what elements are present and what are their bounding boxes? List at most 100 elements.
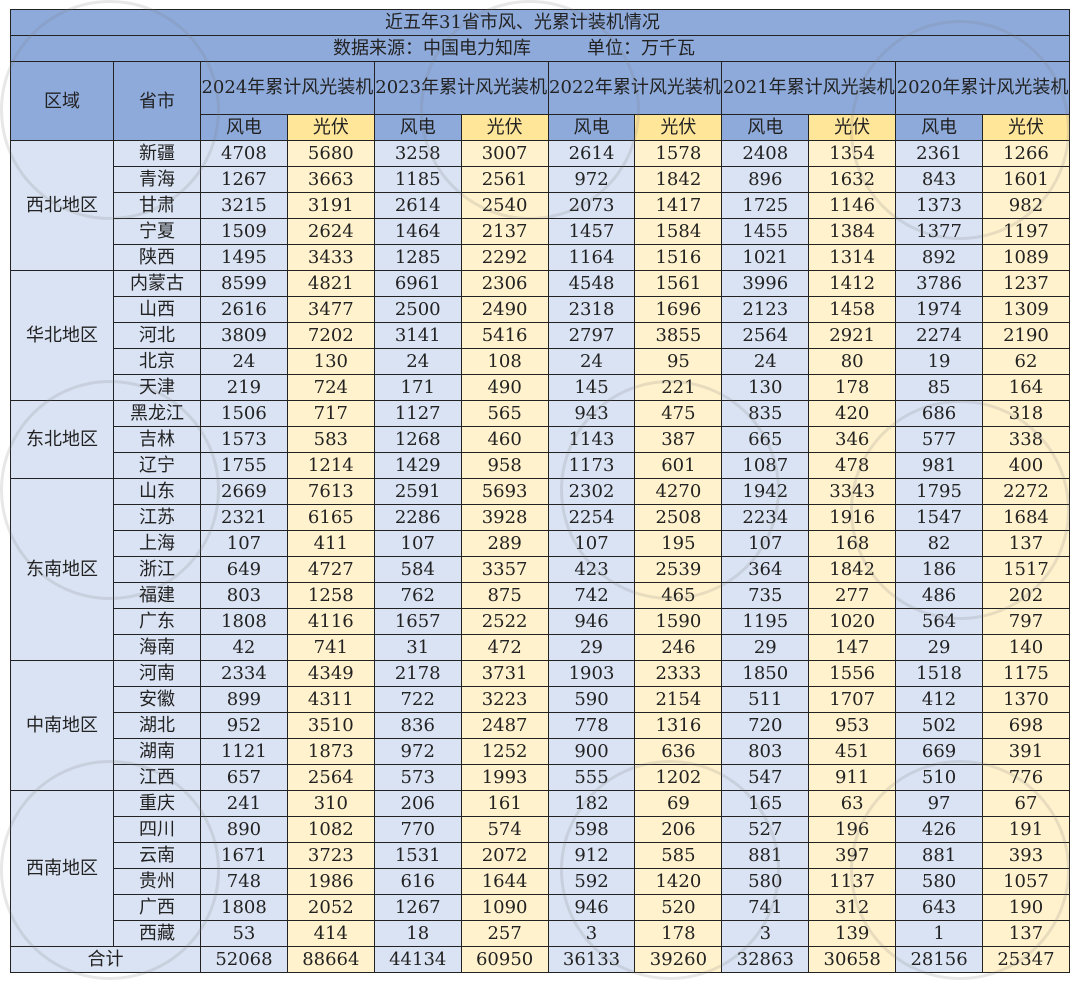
wind-value: 1373 bbox=[895, 192, 984, 219]
wind-value: 835 bbox=[721, 400, 810, 427]
solar-value: 3663 bbox=[286, 166, 375, 193]
solar-value: 1020 bbox=[808, 608, 897, 635]
solar-value: 168 bbox=[808, 530, 897, 557]
source-unit-row: 数据来源：中国电力知库 单位：万千瓦 bbox=[10, 35, 1070, 62]
province-cell: 青海 bbox=[113, 166, 201, 193]
wind-value: 2361 bbox=[895, 140, 984, 167]
province-cell: 福建 bbox=[113, 582, 201, 609]
solar-value: 178 bbox=[634, 920, 723, 947]
wind-value: 1506 bbox=[200, 400, 288, 427]
table-row: 江苏 2321 6165 2286 3928 2254 2508 2234 1916 1547 16… bbox=[11, 504, 1070, 531]
wind-value: 584 bbox=[373, 556, 462, 583]
solar-value: 1556 bbox=[808, 660, 897, 687]
wind-value: 748 bbox=[200, 868, 288, 895]
table-row: 西藏 53 414 18 257 3 178 3 139 1 137 bbox=[11, 920, 1070, 947]
solar-value: 289 bbox=[460, 530, 549, 557]
wind-total: 32863 bbox=[721, 946, 810, 973]
table-row: 陕西 1495 3433 1285 2292 1164 1516 1021 1314 892 108… bbox=[11, 244, 1070, 271]
wind-value: 2302 bbox=[547, 478, 636, 505]
solar-value: 130 bbox=[286, 348, 375, 375]
solar-value: 1309 bbox=[982, 296, 1070, 323]
solar-value: 4821 bbox=[286, 270, 375, 297]
wind-value: 2669 bbox=[200, 478, 288, 505]
wind-value: 881 bbox=[721, 842, 810, 869]
region-cell: 东北地区 bbox=[10, 400, 114, 479]
wind-value: 2234 bbox=[721, 504, 810, 531]
wind-value: 1531 bbox=[373, 842, 462, 869]
solar-value: 3510 bbox=[286, 712, 375, 739]
wind-value: 3 bbox=[547, 920, 636, 947]
solar-value: 1644 bbox=[460, 868, 549, 895]
province-cell: 陕西 bbox=[113, 244, 201, 271]
wind-value: 1164 bbox=[547, 244, 636, 271]
wind-value: 665 bbox=[721, 426, 810, 453]
wind-value: 2614 bbox=[547, 140, 636, 167]
wind-value: 890 bbox=[200, 816, 288, 843]
wind-value: 241 bbox=[200, 790, 288, 817]
solar-value: 2540 bbox=[460, 192, 549, 219]
solar-value: 1089 bbox=[982, 244, 1070, 271]
solar-total: 39260 bbox=[634, 946, 723, 973]
province-cell: 新疆 bbox=[113, 140, 201, 167]
solar-value: 202 bbox=[982, 582, 1070, 609]
wind-value: 24 bbox=[200, 348, 288, 375]
solar-value: 520 bbox=[634, 894, 723, 921]
province-cell: 河北 bbox=[113, 322, 201, 349]
solar-value: 4311 bbox=[286, 686, 375, 713]
wind-subheader: 风电 bbox=[721, 114, 810, 141]
solar-value: 1578 bbox=[634, 140, 723, 167]
solar-value: 196 bbox=[808, 816, 897, 843]
solar-value: 3731 bbox=[460, 660, 549, 687]
wind-value: 2500 bbox=[373, 296, 462, 323]
solar-value: 346 bbox=[808, 426, 897, 453]
wind-value: 219 bbox=[200, 374, 288, 401]
wind-value: 946 bbox=[547, 894, 636, 921]
wind-value: 2286 bbox=[373, 504, 462, 531]
solar-value: 490 bbox=[460, 374, 549, 401]
solar-value: 1696 bbox=[634, 296, 723, 323]
wind-value: 952 bbox=[200, 712, 288, 739]
solar-value: 80 bbox=[808, 348, 897, 375]
solar-value: 1707 bbox=[808, 686, 897, 713]
province-cell: 重庆 bbox=[113, 790, 201, 817]
solar-value: 1057 bbox=[982, 868, 1070, 895]
solar-value: 585 bbox=[634, 842, 723, 869]
wind-subheader: 风电 bbox=[373, 114, 462, 141]
region-cell: 西南地区 bbox=[10, 790, 114, 947]
wind-value: 598 bbox=[547, 816, 636, 843]
solar-value: 565 bbox=[460, 400, 549, 427]
wind-value: 3996 bbox=[721, 270, 810, 297]
solar-value: 2561 bbox=[460, 166, 549, 193]
solar-value: 400 bbox=[982, 452, 1070, 479]
solar-value: 1420 bbox=[634, 868, 723, 895]
wind-value: 31 bbox=[373, 634, 462, 661]
wind-value: 899 bbox=[200, 686, 288, 713]
wind-value: 85 bbox=[895, 374, 984, 401]
wind-value: 1518 bbox=[895, 660, 984, 687]
wind-value: 778 bbox=[547, 712, 636, 739]
solar-value: 310 bbox=[286, 790, 375, 817]
solar-value: 1417 bbox=[634, 192, 723, 219]
solar-value: 982 bbox=[982, 192, 1070, 219]
solar-value: 1090 bbox=[460, 894, 549, 921]
wind-value: 2178 bbox=[373, 660, 462, 687]
wind-value: 1455 bbox=[721, 218, 810, 245]
wind-value: 97 bbox=[895, 790, 984, 817]
wind-value: 943 bbox=[547, 400, 636, 427]
wind-value: 1285 bbox=[373, 244, 462, 271]
wind-value: 649 bbox=[200, 556, 288, 583]
solar-value: 2522 bbox=[460, 608, 549, 635]
province-cell: 湖南 bbox=[113, 738, 201, 765]
solar-value: 2190 bbox=[982, 322, 1070, 349]
wind-value: 19 bbox=[895, 348, 984, 375]
solar-value: 391 bbox=[982, 738, 1070, 765]
solar-value: 1916 bbox=[808, 504, 897, 531]
solar-value: 741 bbox=[286, 634, 375, 661]
solar-value: 2137 bbox=[460, 218, 549, 245]
solar-value: 1458 bbox=[808, 296, 897, 323]
wind-value: 762 bbox=[373, 582, 462, 609]
solar-value: 1412 bbox=[808, 270, 897, 297]
wind-value: 1808 bbox=[200, 608, 288, 635]
solar-value: 5680 bbox=[286, 140, 375, 167]
wind-value: 171 bbox=[373, 374, 462, 401]
